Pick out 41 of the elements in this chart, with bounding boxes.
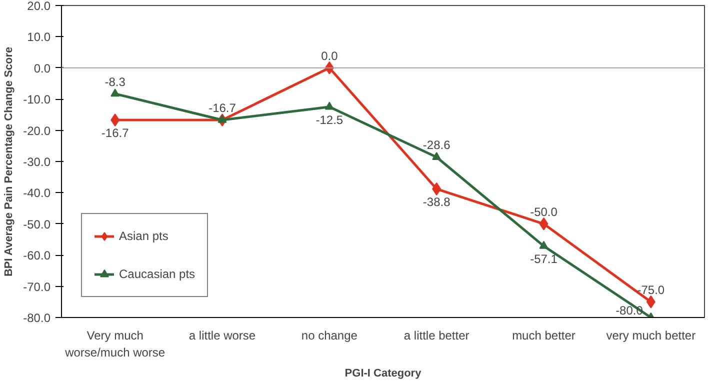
y-tick-label: -10.0 — [23, 92, 51, 107]
point — [110, 114, 120, 127]
y-tick-label: -40.0 — [23, 186, 51, 200]
data-label: -50.0 — [530, 204, 558, 219]
y-tick-label: -60.0 — [23, 248, 51, 263]
y-tick-label: -20.0 — [23, 124, 51, 138]
x-tick-label: much better — [512, 328, 576, 342]
data-label: -28.6 — [422, 138, 451, 152]
data-label: -12.5 — [316, 112, 344, 127]
y-tick-label: -70.0 — [23, 280, 51, 294]
point — [539, 217, 548, 230]
y-tick-label: -50.0 — [23, 217, 51, 232]
point — [432, 152, 442, 160]
x-axis-title: PGI-I Category — [344, 367, 422, 380]
x-tick-label: a little worse — [188, 328, 256, 342]
point — [324, 102, 334, 110]
y-tick-label: -30.0 — [23, 155, 51, 169]
data-label: -8.3 — [104, 74, 126, 89]
x-tick-label: no change — [301, 328, 358, 342]
point — [646, 295, 656, 308]
x-tick-label: Very much worse/much worse — [64, 328, 166, 360]
data-label: -57.1 — [530, 252, 558, 266]
data-label: -16.7 — [208, 101, 236, 116]
legend-label: Asian pts — [119, 229, 168, 243]
point — [218, 114, 227, 123]
x-tick-label: a little better — [404, 328, 470, 342]
point — [432, 182, 442, 196]
data-label: 0.0 — [321, 48, 338, 63]
y-tick-label: 10.0 — [27, 30, 51, 44]
point — [110, 88, 120, 97]
y-tick-label: 20.0 — [27, 0, 51, 13]
data-label: -80.0 — [616, 304, 644, 318]
x-tick-label: very much better — [606, 328, 696, 342]
y-tick-label: -80.0 — [23, 311, 51, 325]
data-label: -16.7 — [101, 126, 130, 140]
y-axis-title: BPI Average Pain Percentage Change Score — [3, 46, 16, 277]
data-label: -38.8 — [422, 194, 451, 209]
legend-label: Caucasian pts — [119, 267, 196, 281]
data-label: -75.0 — [637, 282, 665, 297]
point — [539, 240, 548, 249]
y-tick-label: 0.0 — [34, 61, 51, 76]
